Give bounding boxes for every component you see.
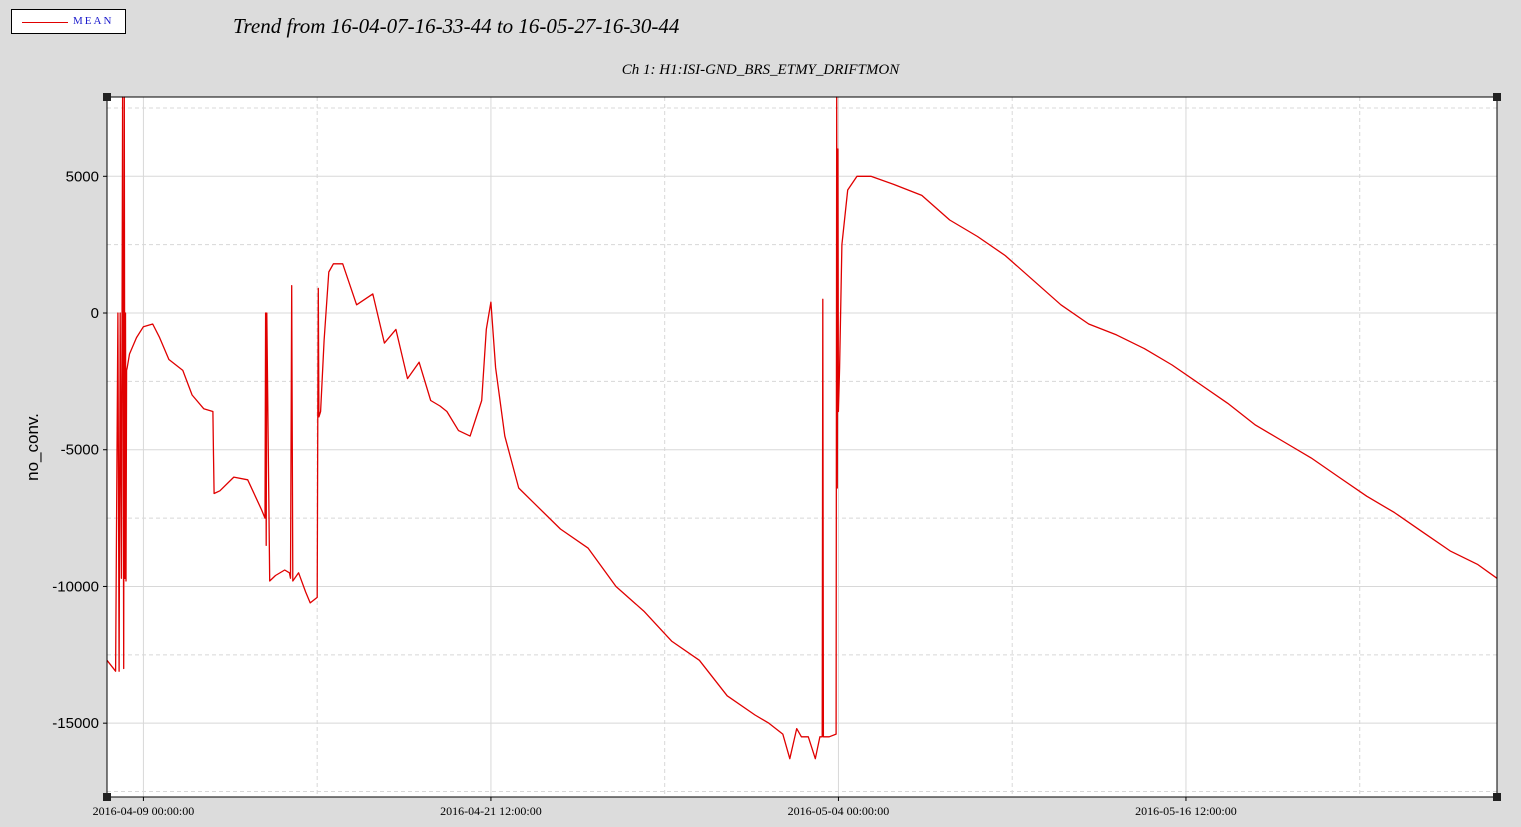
x-tick-label: 2016-04-21 12:00:00 <box>440 804 542 818</box>
legend-label: MEAN <box>73 15 114 27</box>
y-tick-label: -5000 <box>61 442 99 459</box>
plot-border <box>106 96 1498 798</box>
corner-handle <box>1493 793 1501 801</box>
corner-handle <box>103 93 111 101</box>
chart-title: Ch 1: H1:ISI-GND_BRS_ETMY_DRIFTMON <box>621 62 900 78</box>
x-tick-label: 2016-04-09 00:00:00 <box>93 804 195 818</box>
corner-handle <box>1493 93 1501 101</box>
series-line-mean <box>106 96 1498 760</box>
y-tick-label: 0 <box>91 305 99 322</box>
x-tick-label: 2016-05-04 00:00:00 <box>788 804 890 818</box>
y-axis-label: no_conv. <box>23 413 42 481</box>
x-tick-label: 2016-05-16 12:00:00 <box>1135 804 1237 818</box>
y-tick-label: 5000 <box>66 168 99 185</box>
y-tick-label: -10000 <box>52 578 99 595</box>
y-tick-label: -15000 <box>52 715 99 732</box>
plot-background <box>107 97 1497 797</box>
legend-swatch <box>22 22 68 23</box>
corner-handle <box>103 793 111 801</box>
legend: MEAN <box>11 9 126 34</box>
trend-title: Trend from 16-04-07-16-33-44 to 16-05-27… <box>233 14 680 38</box>
